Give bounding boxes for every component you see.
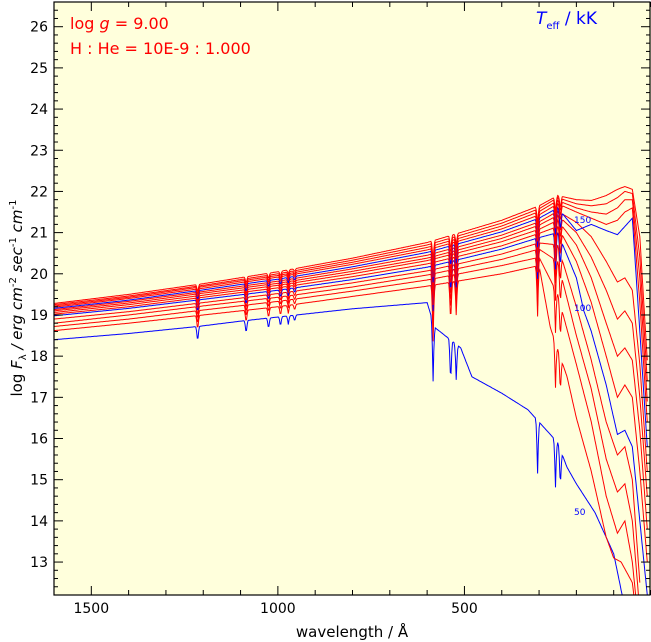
series-line-60kK <box>54 265 635 595</box>
y-tick-label-21: 21 <box>30 226 48 242</box>
x-tick-label-1500: 1500 <box>73 601 109 617</box>
curve-label-150: 150 <box>574 216 591 226</box>
curve-label-50: 50 <box>574 508 586 518</box>
series-line-90kK <box>54 242 641 583</box>
series-line-180kK <box>54 190 648 381</box>
series-line-170kK <box>54 199 648 402</box>
series-line-130kK <box>54 213 648 497</box>
series-line-140kK <box>54 209 648 472</box>
x-tick-label-1000: 1000 <box>260 601 296 617</box>
y-tick-label-19: 19 <box>30 308 48 324</box>
teff-legend: Teff / kK <box>536 9 598 32</box>
series-line-120kK <box>54 218 648 530</box>
composition-annotation: H : He = 10E-9 : 1.000 <box>70 39 251 58</box>
series-line-50kK <box>54 302 623 595</box>
y-tick-label-16: 16 <box>30 432 48 448</box>
y-tick-label-15: 15 <box>30 473 48 489</box>
y-tick-label-20: 20 <box>30 267 48 283</box>
y-tick-label-18: 18 <box>30 349 48 365</box>
y-tick-label-14: 14 <box>30 514 48 530</box>
x-tick-label-500: 500 <box>451 601 478 617</box>
series-line-160kK <box>54 202 648 423</box>
y-tick-label-24: 24 <box>30 102 48 118</box>
y-tick-label-26: 26 <box>30 20 48 36</box>
series-line-190kK <box>54 185 648 361</box>
y-axis-label: log Fλ / erg cm-2 sec-1 cm-1 <box>8 200 29 397</box>
y-tick-label-23: 23 <box>30 143 48 159</box>
y-tick-label-17: 17 <box>30 390 48 406</box>
y-tick-label-22: 22 <box>30 184 48 200</box>
series-line-80kK <box>54 248 639 595</box>
y-tick-label-13: 13 <box>30 555 48 571</box>
series-line-110kK <box>54 226 648 563</box>
x-axis-label: wavelength / Å <box>296 622 409 641</box>
ticks-layer: 1500 1000 500 13 14 15 16 17 18 19 20 21 22 23 24 25 26 <box>30 1 651 617</box>
y-tick-label-25: 25 <box>30 61 48 77</box>
series-line-70kK <box>54 257 637 595</box>
series-line-100kK <box>54 232 648 595</box>
logg-annotation: log g = 9.00 <box>70 14 169 33</box>
curve-label-100: 100 <box>574 304 591 314</box>
series-layer <box>54 185 648 595</box>
series-line-150kK <box>54 206 648 447</box>
